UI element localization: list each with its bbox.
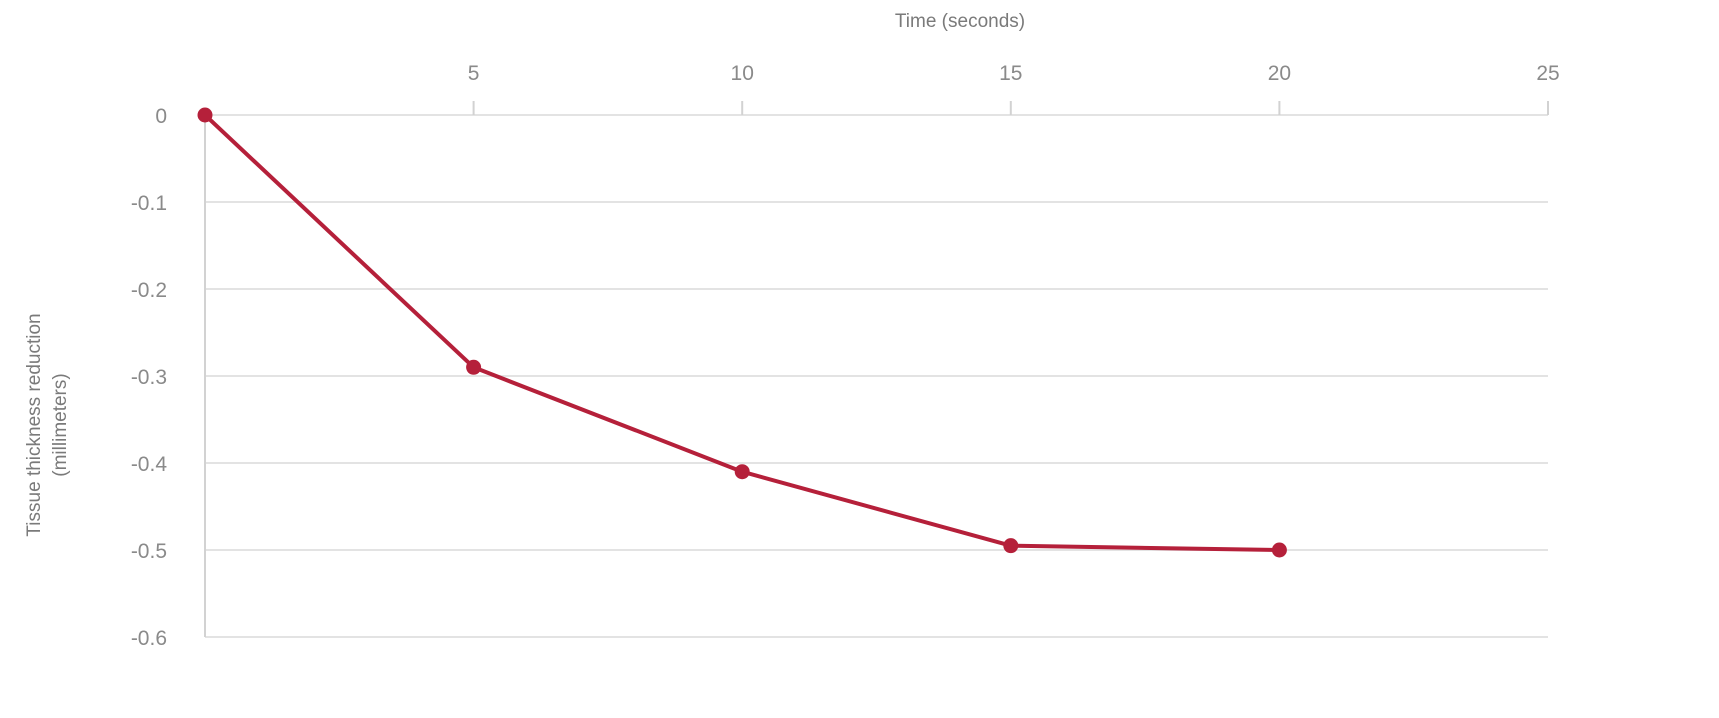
y-tick-label: -0.5 [131, 540, 167, 563]
y-tick-label: -0.1 [131, 192, 167, 215]
gridlines [205, 114, 1548, 638]
x-tick-label: 20 [1268, 62, 1291, 85]
data-point [734, 464, 750, 480]
x-tick-label: 5 [468, 62, 480, 85]
y-tick-label: 0 [155, 105, 167, 128]
axes [204, 101, 1549, 637]
y-axis-title: Tissue thickness reduction (millimeters) [24, 313, 71, 536]
y-tick-label: -0.3 [131, 366, 167, 389]
series-line [203, 113, 1282, 552]
data-point [197, 107, 213, 123]
x-tick-label: 25 [1536, 62, 1559, 85]
y-tick-label: -0.6 [131, 627, 167, 650]
data-point [1003, 538, 1019, 554]
x-tick-label: 15 [999, 62, 1022, 85]
y-tick-label: -0.4 [131, 453, 168, 476]
data-point [466, 359, 482, 375]
data-point [1271, 542, 1287, 558]
y-axis-title-line-2: (millimeters) [50, 373, 71, 476]
x-axis-title: Time (seconds) [895, 11, 1025, 32]
y-axis-ticks: 0 -0.1 -0.2 -0.3 -0.4 -0.5 -0.6 [131, 105, 168, 650]
x-axis-ticks: 5 10 15 20 25 [468, 62, 1560, 85]
series-group [197, 107, 1287, 558]
y-axis-title-line-1: Tissue thickness reduction [24, 313, 45, 536]
y-tick-label: -0.2 [131, 279, 167, 302]
x-tick-label: 10 [731, 62, 754, 85]
